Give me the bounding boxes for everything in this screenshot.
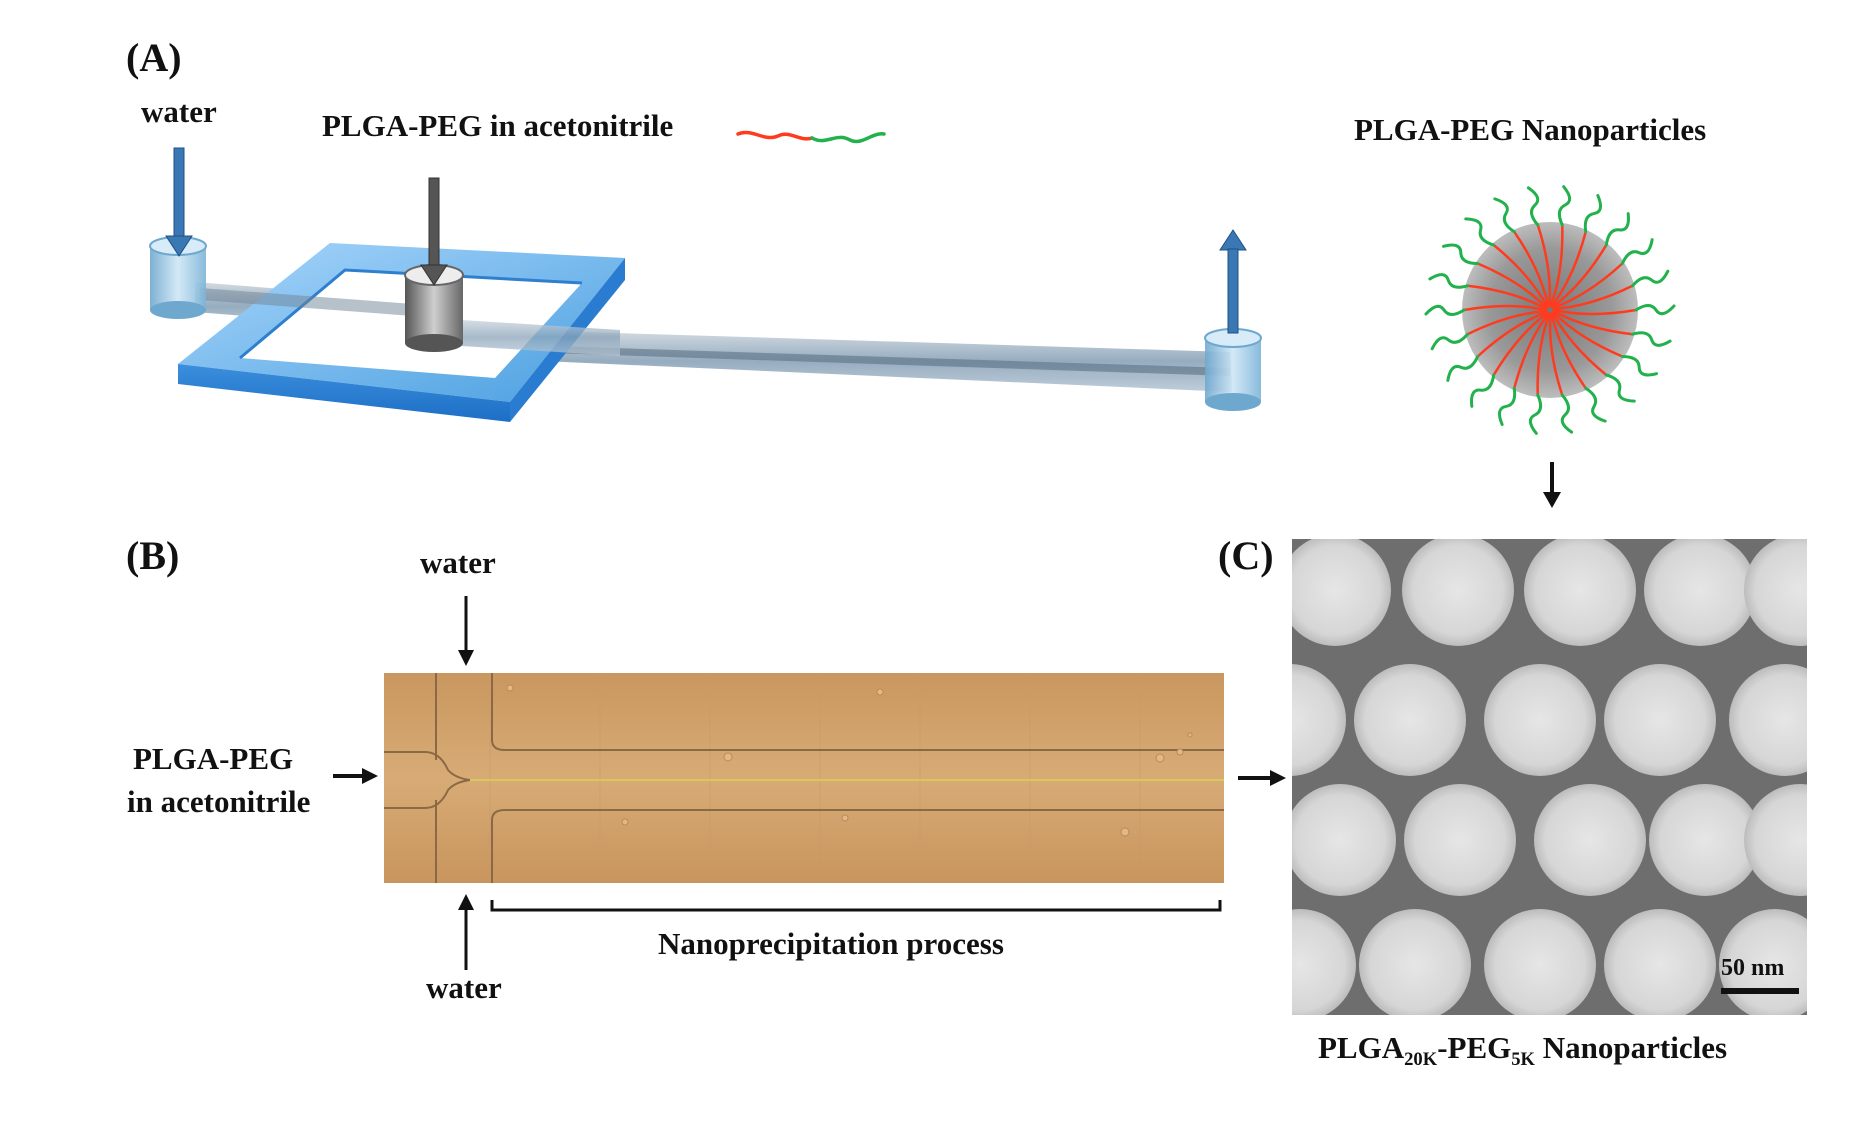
peg-chain	[1470, 373, 1496, 408]
plga-chain	[1462, 304, 1548, 312]
inlet-label-line1: PLGA-PEG	[133, 741, 294, 776]
peg-chain	[1446, 354, 1480, 382]
peg-chain	[1526, 186, 1540, 227]
plga-chain	[1476, 310, 1548, 358]
sem-nanoparticle	[1524, 539, 1636, 646]
plga-chain	[1492, 311, 1549, 377]
water-bottom-label: water	[426, 970, 502, 1005]
peg-chain	[1493, 197, 1516, 234]
channel-micrograph	[384, 673, 1224, 883]
peg-chain	[1557, 185, 1572, 227]
peg-chain	[1464, 217, 1496, 247]
plga-chain	[1552, 308, 1638, 316]
peg-chain	[1620, 238, 1654, 266]
peg-chain	[1430, 332, 1469, 351]
sem-nanoparticle	[1292, 539, 1391, 646]
sem-nanoparticle	[1354, 664, 1466, 776]
polymer-inlet-side-arrow	[333, 768, 378, 784]
plga-chain	[1551, 311, 1608, 377]
peg-chain	[1442, 243, 1480, 266]
plga-chain	[1552, 284, 1634, 311]
inlet-label-line2: in acetonitrile	[127, 784, 311, 819]
water-inlet-arrow	[165, 147, 193, 257]
plga-chain	[1536, 312, 1551, 397]
plga-chain	[1492, 243, 1549, 309]
polymer-label-a: PLGA-PEG in acetonitrile	[322, 108, 674, 143]
plga-chain	[1476, 262, 1548, 310]
polymer-inlet-arrow	[420, 177, 448, 286]
plga-peg-chain-icon	[736, 130, 886, 144]
plga-chain	[1466, 309, 1548, 336]
output-arrow-to-sem	[1238, 770, 1286, 786]
plga-chain	[1536, 223, 1552, 308]
peg-chain	[1497, 386, 1517, 426]
panel-a-letter: (A)	[126, 35, 182, 80]
sem-nanoparticle	[1534, 784, 1646, 896]
peg-chain	[1631, 269, 1670, 288]
panel-b-letter: (B)	[126, 533, 180, 578]
sem-nanoparticle	[1604, 909, 1716, 1015]
sem-nanoparticle	[1484, 664, 1596, 776]
peg-chain	[1583, 194, 1603, 234]
process-label: Nanoprecipitation process	[658, 926, 1004, 961]
outlet-reservoir	[1204, 328, 1262, 411]
nanoparticle-core	[1462, 222, 1638, 398]
sem-nanoparticle	[1484, 909, 1596, 1015]
nanoparticle-title: PLGA-PEG Nanoparticles	[1354, 112, 1707, 147]
water-label-a: water	[141, 94, 217, 129]
plga-chain	[1513, 230, 1550, 308]
nanoprecipitation-bracket	[490, 900, 1222, 912]
sem-nanoparticle	[1744, 784, 1807, 896]
plga-chain	[1513, 312, 1550, 390]
plga-chain	[1550, 312, 1587, 390]
sem-nanoparticle	[1359, 909, 1471, 1015]
plga-chain	[1550, 230, 1587, 308]
water-bottom-arrow	[458, 894, 474, 970]
peg-chain	[1560, 393, 1574, 434]
peg-chain	[1528, 393, 1543, 435]
sem-nanoparticle	[1292, 784, 1396, 896]
sem-caption: PLGA20K-PEG5K Nanoparticles	[1318, 1030, 1728, 1071]
water-top-label: water	[420, 545, 496, 580]
sem-image	[1292, 539, 1807, 1015]
plga-chain	[1552, 262, 1624, 310]
peg-chain	[1584, 386, 1607, 423]
peg-chain	[1604, 212, 1630, 247]
sem-nanoparticle	[1292, 909, 1356, 1015]
outlet-arrow	[1219, 229, 1247, 334]
panel-c-letter: (C)	[1218, 533, 1274, 578]
plga-chain	[1551, 243, 1608, 309]
peg-chain	[1604, 373, 1636, 403]
plga-chain	[1548, 312, 1564, 397]
plga-chain	[1552, 309, 1634, 336]
sem-nanoparticle	[1729, 664, 1807, 776]
microfluidic-chip-3d	[149, 147, 1262, 422]
scale-bar	[1721, 988, 1799, 994]
peg-chain	[1634, 304, 1676, 316]
sem-nanoparticle	[1292, 664, 1346, 776]
sem-nanoparticle	[1744, 539, 1807, 646]
scale-bar-label: 50 nm	[1721, 955, 1785, 981]
sem-nanoparticle	[1404, 784, 1516, 896]
sem-nanoparticle	[1402, 539, 1514, 646]
plga-chain	[1552, 310, 1624, 358]
nanoparticle-schematic	[1424, 185, 1676, 435]
sem-nanoparticle	[1604, 664, 1716, 776]
water-top-arrow	[458, 596, 474, 666]
peg-chain	[1424, 304, 1466, 316]
plga-chain	[1466, 284, 1548, 311]
peg-chain	[1620, 354, 1658, 377]
sem-nanoparticle	[1649, 784, 1761, 896]
down-arrow-to-sem	[1543, 462, 1561, 508]
polymer-inlet-reservoir	[404, 264, 464, 352]
sem-nanoparticle	[1644, 539, 1756, 646]
plga-chain	[1549, 223, 1564, 308]
peg-chain	[1631, 331, 1672, 347]
peg-chain	[1428, 273, 1469, 289]
